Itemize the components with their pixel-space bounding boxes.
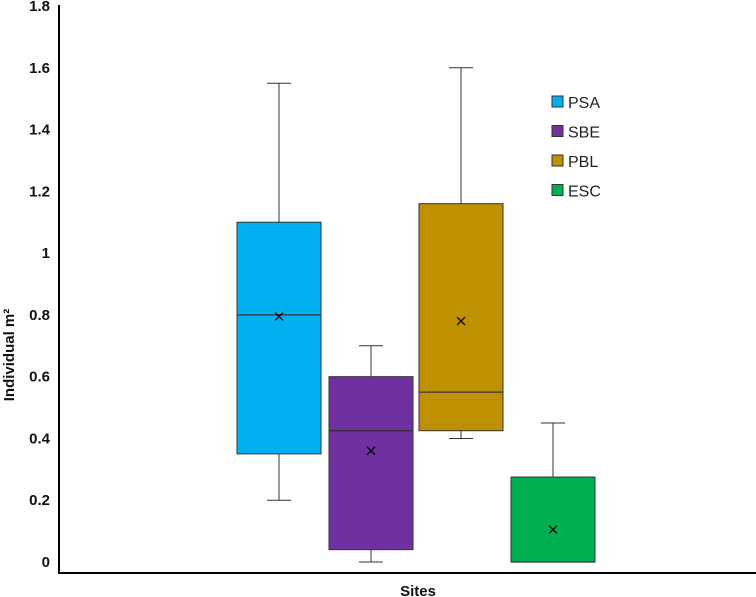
mean-marker (274, 312, 284, 321)
legend-swatch-psa (551, 95, 564, 108)
legend-swatch-pbl (551, 154, 564, 167)
y-tick-label: 1.4 (29, 122, 51, 139)
legend-label-esc: ESC (568, 184, 601, 201)
mean-marker (548, 525, 558, 534)
y-tick-label: 0.6 (29, 369, 50, 386)
legend-swatch-sbe (551, 125, 564, 137)
box-pbl (418, 67, 504, 439)
y-tick-label: 0 (42, 554, 50, 571)
y-axis-title: Individual m² (1, 309, 18, 402)
y-tick-label: 0.2 (29, 492, 50, 509)
iqr-box (328, 376, 414, 551)
box-esc (510, 422, 596, 563)
y-tick-label: 1 (42, 245, 50, 262)
y-tick-label: 0.8 (29, 307, 50, 324)
legend-label-pbl: PBL (568, 154, 598, 171)
legend-label-psa: PSA (568, 95, 600, 112)
box-sbe (328, 345, 414, 563)
iqr-box (418, 203, 504, 432)
legend-swatch-esc (551, 184, 564, 196)
y-tick-label: 1.6 (29, 60, 50, 77)
y-tick-labels: 0 0.2 0.4 0.6 0.8 1 1.2 1.4 1.6 1.8 (29, 0, 51, 571)
boxes (236, 67, 596, 563)
axes (58, 5, 756, 574)
y-tick-label: 1.8 (29, 0, 50, 15)
iqr-box (510, 476, 596, 563)
legend: PSA SBE PBL ESC (551, 95, 601, 201)
mean-marker (456, 316, 466, 326)
iqr-box (236, 221, 322, 455)
x-axis-title: Sites (400, 583, 436, 597)
y-tick-label: 1.2 (29, 183, 50, 200)
box-psa (236, 82, 322, 501)
mean-marker (366, 446, 376, 456)
legend-label-sbe: SBE (568, 125, 600, 142)
y-tick-label: 0.4 (29, 430, 51, 447)
